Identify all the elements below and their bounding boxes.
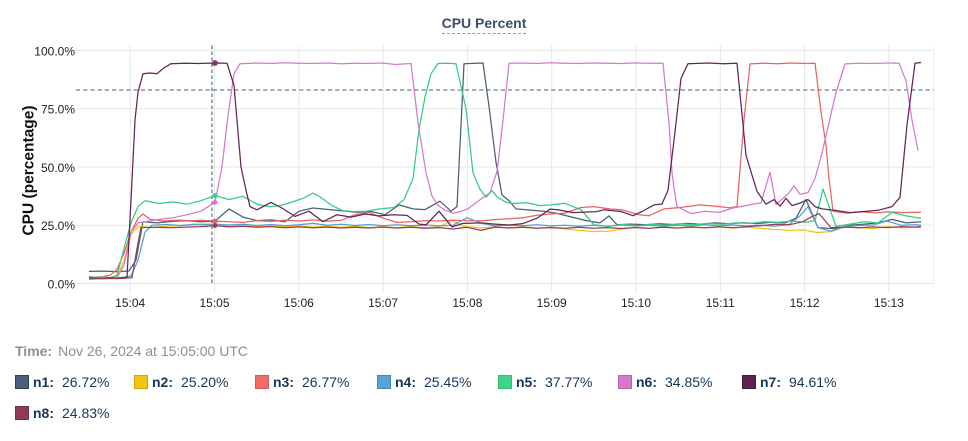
svg-text:100.0%: 100.0%: [34, 44, 75, 58]
svg-text:15:04: 15:04: [115, 296, 145, 310]
svg-text:15:07: 15:07: [368, 296, 398, 310]
svg-text:0.0%: 0.0%: [48, 278, 76, 292]
svg-text:15:09: 15:09: [537, 296, 567, 310]
svg-text:CPU (percentage): CPU (percentage): [21, 105, 38, 235]
svg-text:15:12: 15:12: [790, 296, 820, 310]
svg-text:15:06: 15:06: [284, 296, 314, 310]
svg-text:50.0%: 50.0%: [41, 161, 75, 175]
svg-text:15:05: 15:05: [199, 296, 229, 310]
svg-text:75.0%: 75.0%: [41, 103, 75, 117]
svg-text:15:10: 15:10: [621, 296, 651, 310]
svg-text:15:13: 15:13: [874, 296, 904, 310]
svg-text:15:08: 15:08: [452, 296, 482, 310]
svg-text:25.0%: 25.0%: [41, 219, 75, 233]
svg-text:15:11: 15:11: [706, 296, 735, 310]
